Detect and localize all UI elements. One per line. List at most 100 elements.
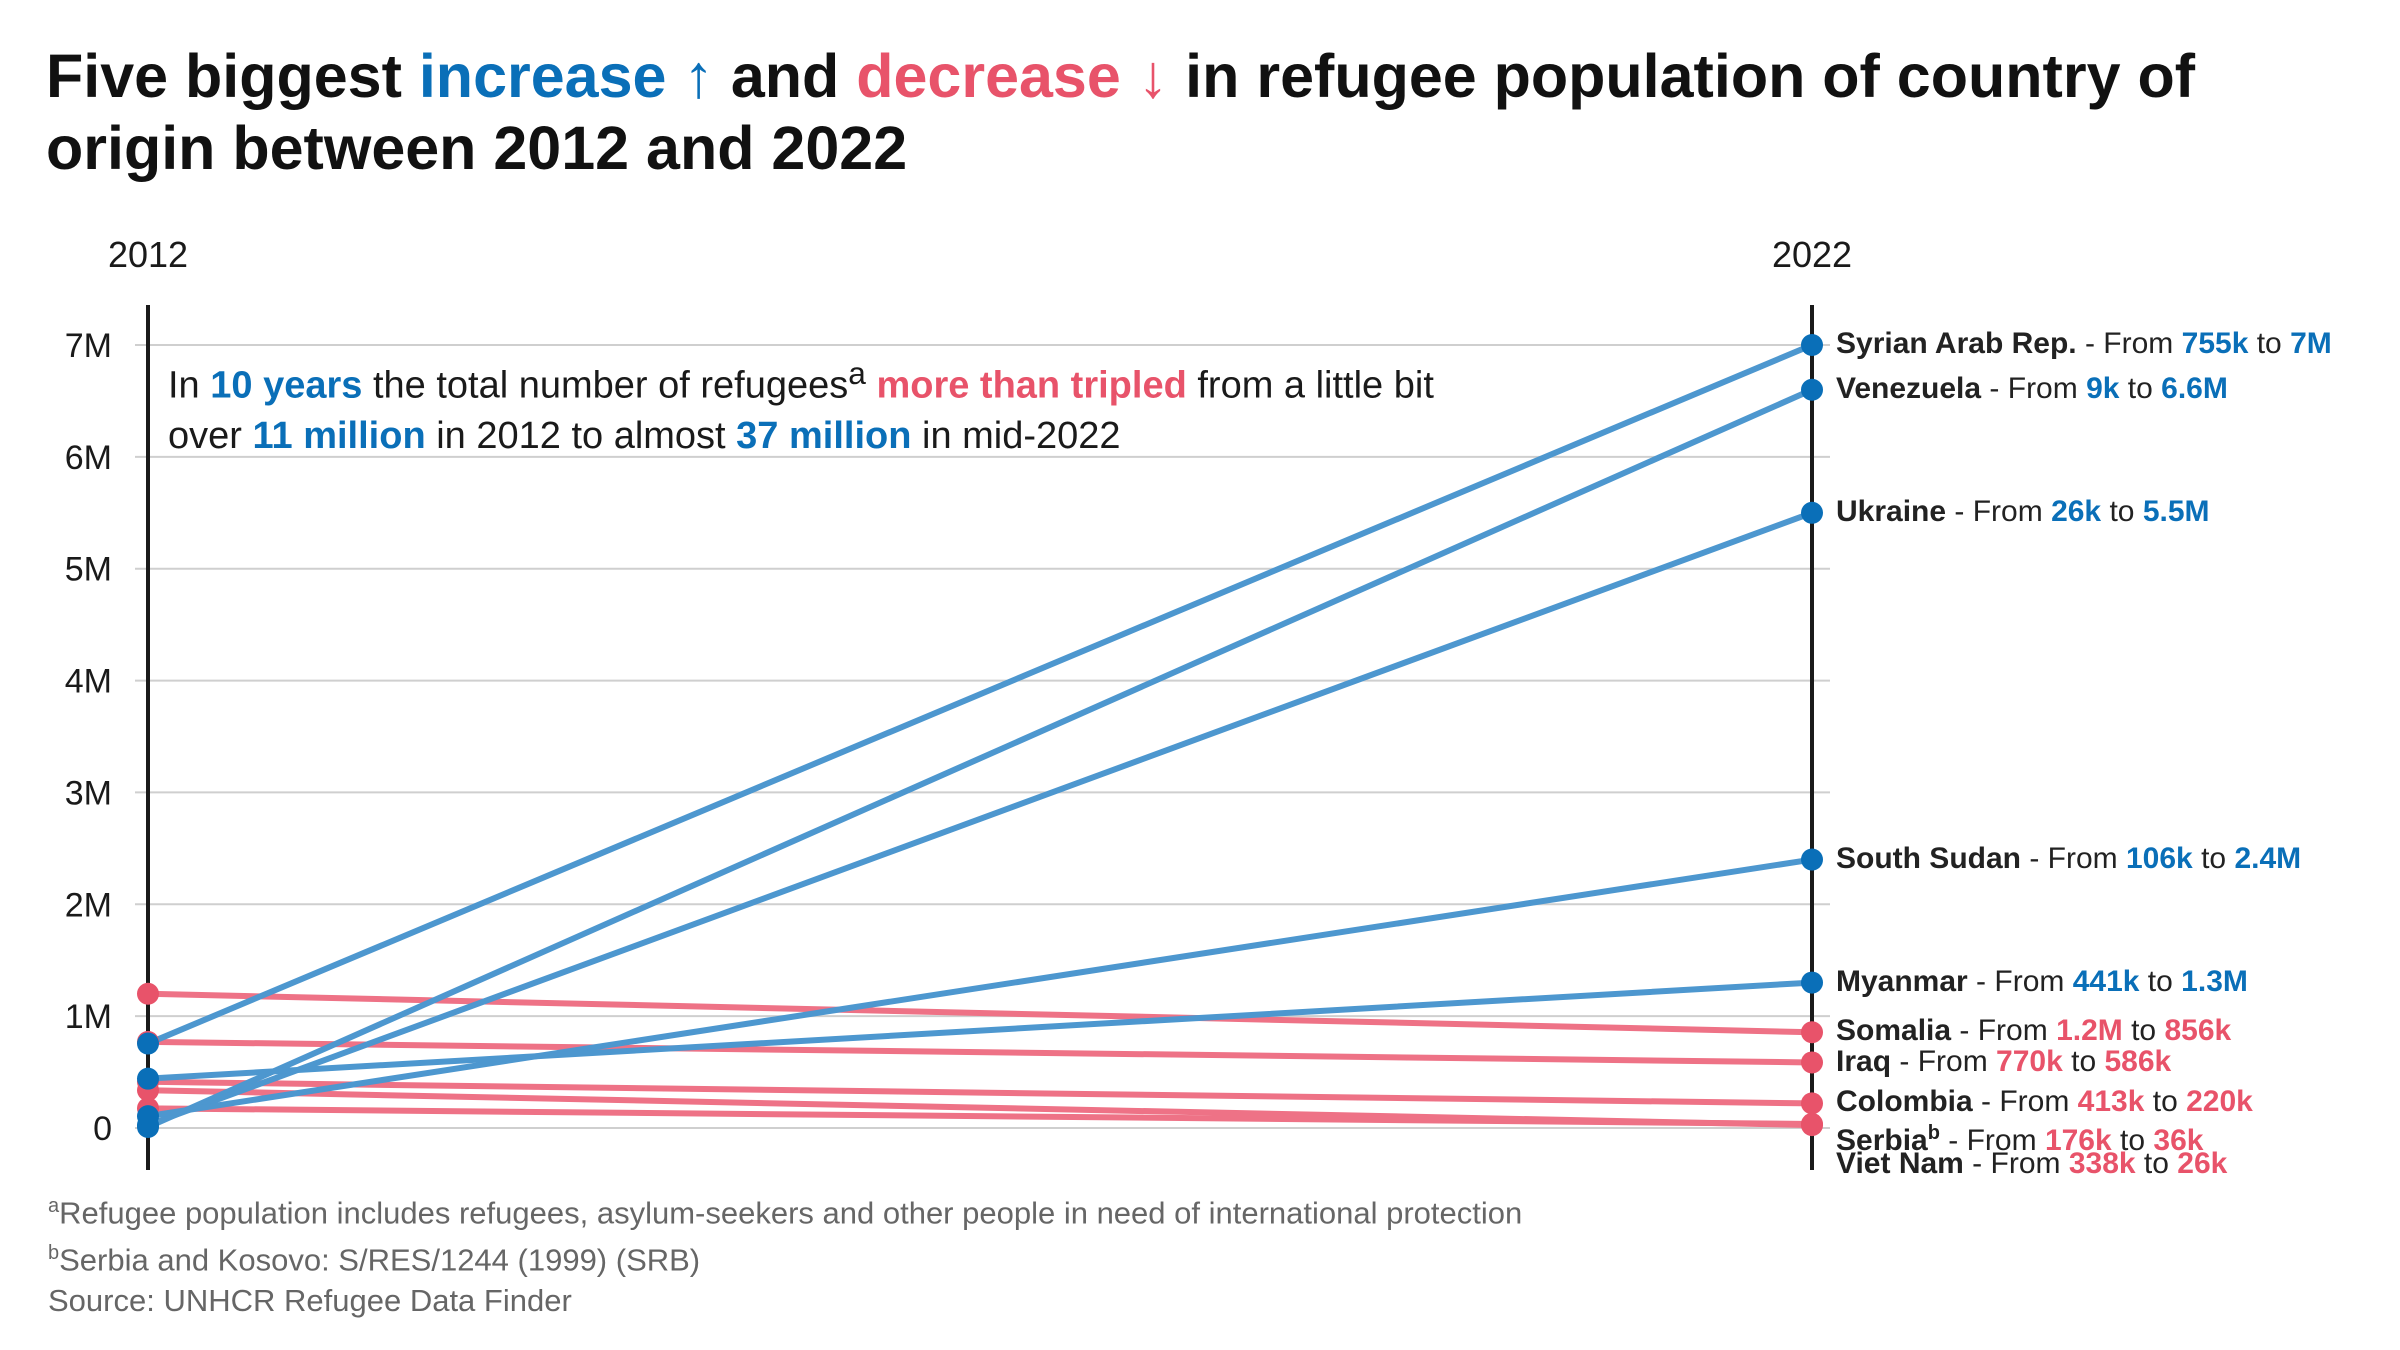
footnote-text: Refugee population includes refugees, as… xyxy=(59,1195,1523,1231)
y-tick-label: 6M xyxy=(65,439,112,477)
value-2022: 586k xyxy=(2104,1045,2172,1079)
series-lines xyxy=(145,342,1815,1130)
annotation-text: In 10 years the total number of refugees… xyxy=(168,348,1468,461)
value-2022: 26k xyxy=(2177,1147,2228,1181)
label-connector: to xyxy=(2144,1085,2187,1119)
annotation-highlight: more than tripled xyxy=(876,364,1187,407)
footnote-marker: a xyxy=(48,1195,60,1217)
y-axis-ticks: 0 1M 2M 3M 4M 5M 6M 7M xyxy=(65,327,112,1148)
country-name: Venezuela xyxy=(1836,371,1982,405)
series-label: Somalia - From 1.2M to 856k xyxy=(1836,1013,2231,1049)
point-2022-iraq xyxy=(1801,1051,1823,1074)
label-connector: - From xyxy=(1967,964,2073,998)
y-tick-label: 5M xyxy=(65,551,112,589)
value-2022: 7M xyxy=(2290,327,2332,360)
title-text: in refugee population of country of orig… xyxy=(46,42,2196,182)
value-2012: 106k xyxy=(2125,841,2193,875)
footnote-b: bSerbia and Kosovo: S/RES/1244 (1999) (S… xyxy=(48,1233,1522,1280)
label-connector: to xyxy=(2139,964,2182,998)
value-2022: 856k xyxy=(2164,1014,2232,1048)
country-name: Myanmar xyxy=(1836,964,1968,998)
label-connector: to xyxy=(2062,1045,2105,1079)
label-connector: - From xyxy=(1939,1124,2045,1158)
point-2022-viet-nam xyxy=(1801,1114,1823,1137)
label-connector: to xyxy=(2122,1014,2165,1048)
title-text: and xyxy=(713,42,857,110)
annotation-part: in mid-2022 xyxy=(911,414,1121,457)
label-connector: - From xyxy=(2020,841,2126,875)
series-label: Viet Nam - From 338k to 26k xyxy=(1836,1146,2227,1182)
value-2022: 5.5M xyxy=(2142,494,2210,528)
series-label: Serbiab - From 176k to 36k xyxy=(1836,1115,2203,1159)
y-tick-label: 0 xyxy=(93,1110,112,1148)
country-name: Ukraine xyxy=(1836,494,1947,528)
value-2012: 755k xyxy=(2181,327,2249,360)
label-connector: - From xyxy=(1981,371,2087,405)
label-connector: - From xyxy=(1946,494,2052,528)
series-label: Myanmar - From 441k to 1.3M xyxy=(1836,964,2248,1000)
x-label-2012: 2012 xyxy=(108,234,188,275)
value-2012: 9k xyxy=(2086,371,2120,405)
value-2012: 26k xyxy=(2051,494,2102,528)
label-connector: - From xyxy=(1951,1014,2057,1048)
footnote-marker: b xyxy=(1927,1122,1940,1145)
footnotes: aRefugee population includes refugees, a… xyxy=(48,1186,1522,1321)
series-points xyxy=(137,334,1823,1138)
annotation-part: from a little bit over xyxy=(168,364,1434,457)
annotation-part: In xyxy=(168,364,211,407)
chart-title: Five biggest increase ↑ and decrease ↓ i… xyxy=(46,40,2346,184)
label-connector: to xyxy=(2135,1147,2178,1181)
label-connector: - From xyxy=(1891,1045,1997,1079)
value-2012: 338k xyxy=(2068,1147,2136,1181)
label-connector: - From xyxy=(1963,1147,2069,1181)
y-tick-label: 2M xyxy=(65,886,112,924)
footnote-marker: b xyxy=(48,1242,60,1265)
series-line-somalia xyxy=(145,990,1815,1036)
title-decrease-word: decrease ↓ xyxy=(856,42,1169,110)
y-tick-label: 7M xyxy=(65,327,112,365)
point-2022-syrian-arab-rep xyxy=(1801,334,1823,356)
country-name: Somalia xyxy=(1836,1014,1952,1048)
series-label: Syrian Arab Rep. - From 755k to 7M xyxy=(1836,326,2332,362)
label-connector: to xyxy=(2192,841,2235,875)
value-2022: 2.4M xyxy=(2234,841,2302,875)
country-name: Iraq xyxy=(1836,1045,1892,1079)
label-connector: to xyxy=(2119,371,2162,405)
annotation-highlight: 11 million xyxy=(252,414,426,457)
value-2012: 1.2M xyxy=(2056,1014,2123,1048)
value-2012: 770k xyxy=(1996,1045,2063,1079)
point-2022-somalia xyxy=(1801,1021,1823,1044)
source-note: Source: UNHCR Refugee Data Finder xyxy=(48,1282,572,1318)
title-increase-word: increase ↑ xyxy=(418,42,714,110)
y-tick-label: 1M xyxy=(65,998,112,1036)
point-2012-myanmar xyxy=(137,1067,159,1090)
series-line-viet-nam xyxy=(145,1087,1815,1129)
label-connector: - From xyxy=(2076,327,2182,360)
value-2012: 176k xyxy=(2044,1124,2112,1158)
title-text: Five biggest xyxy=(46,42,419,110)
country-name: Colombia xyxy=(1836,1085,1973,1119)
value-2022: 36k xyxy=(2153,1124,2204,1158)
footnote-a: aRefugee population includes refugees, a… xyxy=(48,1186,1522,1233)
country-name: Serbia xyxy=(1836,1124,1928,1158)
series-label: Ukraine - From 26k to 5.5M xyxy=(1836,494,2210,530)
series-line-colombia xyxy=(145,1078,1815,1107)
point-2022-colombia xyxy=(1801,1092,1823,1115)
series-label: Colombia - From 413k to 220k xyxy=(1836,1084,2253,1120)
point-2012-somalia xyxy=(137,982,159,1005)
annotation-highlight: 37 million xyxy=(736,414,912,457)
annotation-part: in 2012 to almost xyxy=(425,414,737,457)
value-2012: 413k xyxy=(2077,1085,2145,1119)
annotation-highlight: 10 years xyxy=(210,364,363,407)
series-label: Venezuela - From 9k to 6.6M xyxy=(1836,371,2228,407)
footnote-marker: a xyxy=(848,355,866,391)
label-connector: to xyxy=(2111,1124,2154,1158)
label-connector: - From xyxy=(1972,1085,2078,1119)
footnote-text: Serbia and Kosovo: S/RES/1244 (1999) (SR… xyxy=(59,1242,701,1278)
label-connector: to xyxy=(2248,327,2291,360)
label-connector: to xyxy=(2101,494,2143,528)
country-name: South Sudan xyxy=(1836,841,2021,875)
annotation-part xyxy=(866,365,877,407)
series-line-myanmar xyxy=(145,979,1815,1082)
